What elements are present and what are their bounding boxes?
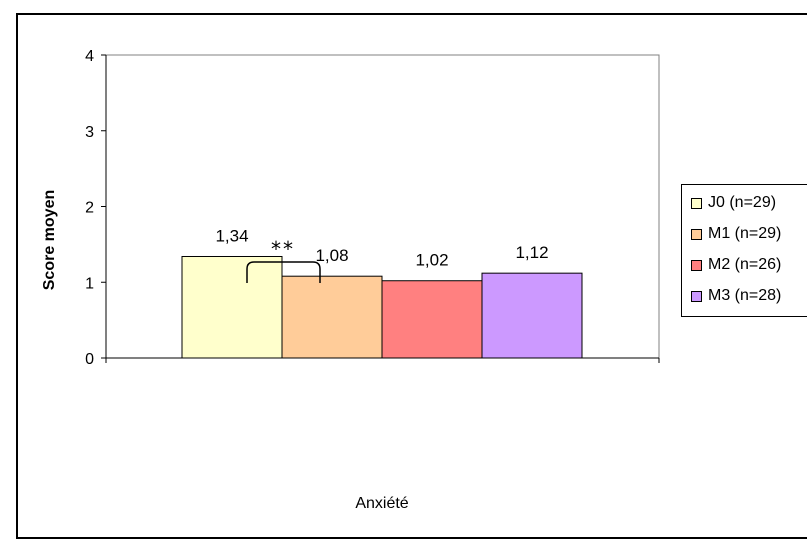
bar-4 bbox=[481, 272, 583, 359]
bar-1 bbox=[181, 255, 283, 359]
legend-label-m1: M1 (n=29) bbox=[708, 225, 782, 242]
legend-label-m3: M3 (n=28) bbox=[708, 287, 782, 304]
data-label-2: 1,08 bbox=[315, 246, 348, 265]
data-label-1: 1,34 bbox=[215, 226, 248, 245]
legend-item-j0: J0 (n=29) bbox=[691, 193, 776, 213]
legend-label-m2: M2 (n=26) bbox=[708, 256, 782, 273]
y-tick-label: 3 bbox=[85, 124, 94, 141]
legend-label-j0: J0 (n=29) bbox=[708, 194, 777, 211]
legend-swatch-j0 bbox=[691, 197, 702, 209]
data-label-4: 1,12 bbox=[515, 243, 548, 262]
legend-item-m3: M3 (n=28) bbox=[691, 286, 781, 306]
y-tick-label: 4 bbox=[85, 48, 94, 65]
y-tick-label: 1 bbox=[85, 275, 94, 292]
legend-swatch-m3 bbox=[691, 290, 702, 302]
significance-bracket bbox=[246, 261, 321, 283]
data-label-3: 1,02 bbox=[415, 251, 448, 270]
legend-item-m2: M2 (n=26) bbox=[691, 255, 781, 275]
legend-swatch-m1 bbox=[691, 228, 702, 240]
x-category-label: Anxiété bbox=[355, 495, 408, 512]
significance-annotation: ** bbox=[246, 237, 321, 283]
significance-label: ** bbox=[271, 237, 295, 261]
bar-3 bbox=[381, 280, 483, 359]
legend-swatch-m2 bbox=[691, 259, 702, 271]
y-axis-title: Score moyen bbox=[41, 190, 58, 290]
legend: J0 (n=29) M1 (n=29) M2 (n=26) M3 (n=28) bbox=[681, 184, 807, 317]
y-tick-label: 0 bbox=[85, 351, 94, 368]
legend-item-m1: M1 (n=29) bbox=[691, 224, 781, 244]
bar-2 bbox=[281, 275, 383, 359]
y-tick-label: 2 bbox=[85, 200, 94, 217]
